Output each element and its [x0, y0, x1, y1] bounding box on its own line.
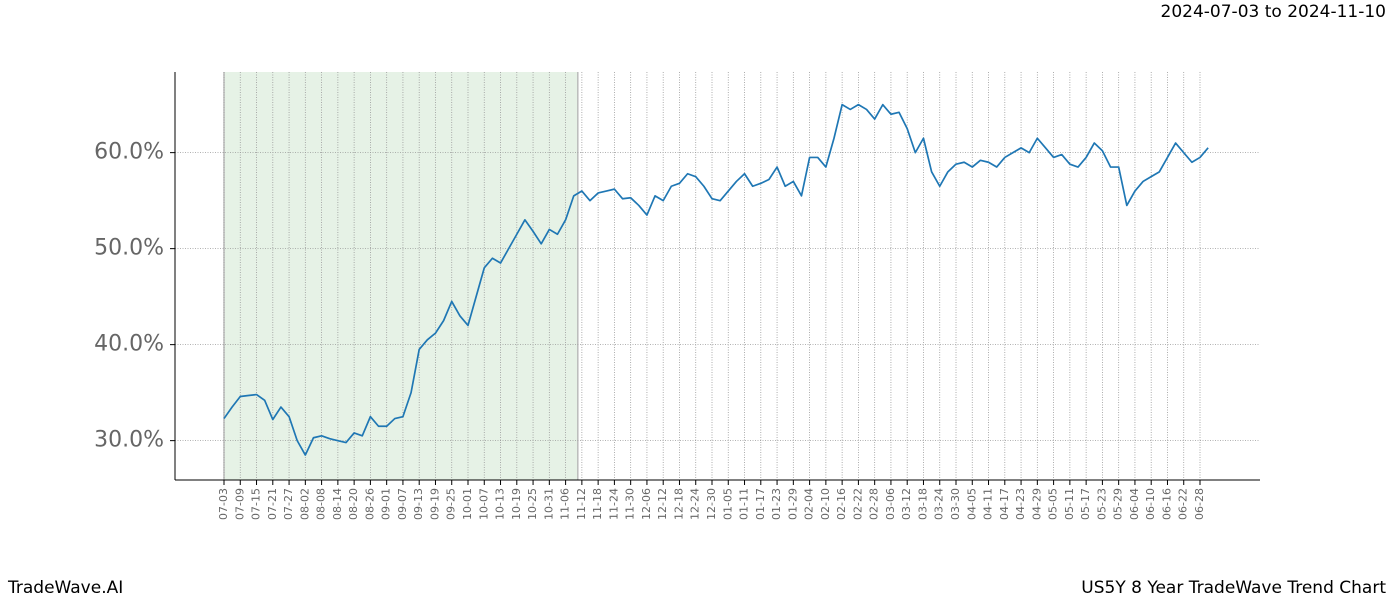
x-tick-label: 10-19	[510, 488, 523, 520]
source: TradeWave.AI	[7, 578, 123, 598]
x-tick-label: 12-12	[656, 488, 669, 520]
x-tick-label: 02-10	[819, 488, 832, 520]
x-tick-label: 06-16	[1160, 488, 1173, 520]
x-tick-label: 08-08	[315, 488, 328, 520]
x-tick-label: 03-12	[900, 488, 913, 520]
x-tick-label: 11-06	[559, 488, 572, 520]
x-tick-label: 04-05	[965, 488, 978, 520]
x-tick-label: 11-24	[607, 488, 620, 520]
x-tick-label: 12-06	[640, 488, 653, 520]
x-tick-label: 01-29	[786, 488, 799, 520]
x-tick-label: 09-25	[445, 488, 458, 520]
x-tick-label: 11-30	[624, 488, 637, 520]
x-tick-label: 04-29	[1030, 488, 1043, 520]
x-tick-label: 12-18	[672, 488, 685, 520]
x-tick-label: 04-23	[1014, 488, 1027, 520]
x-tick-label: 07-27	[282, 488, 295, 520]
x-tick-label: 07-15	[250, 488, 263, 520]
x-tick-label: 08-14	[331, 488, 344, 520]
x-tick-label: 10-13	[494, 488, 507, 520]
x-tick-label: 03-30	[949, 488, 962, 520]
x-tick-label: 08-20	[347, 488, 360, 520]
x-tick-label: 01-05	[721, 488, 734, 520]
x-tick-label: 04-17	[998, 488, 1011, 520]
y-tick-label: 50.0%	[94, 236, 164, 261]
x-tick-label: 09-19	[428, 488, 441, 520]
x-tick-label: 10-07	[477, 488, 490, 520]
x-tick-label: 02-16	[835, 488, 848, 520]
x-tick-label: 06-04	[1128, 488, 1141, 520]
x-tick-label: 07-21	[266, 488, 279, 520]
y-tick-label: 30.0%	[94, 428, 164, 453]
y-tick-label: 60.0%	[94, 140, 164, 165]
line	[223, 103, 1209, 456]
x-tick-label: 05-05	[1047, 488, 1060, 520]
x-tick-label: 02-22	[851, 488, 864, 520]
x-tick-label: 03-18	[916, 488, 929, 520]
y-tick-label: 40.0%	[94, 332, 164, 357]
x-tick-label: 11-18	[591, 488, 604, 520]
x-tick-label: 09-13	[412, 488, 425, 520]
x-tick-label: 01-23	[770, 488, 783, 520]
x-tick-label: 11-12	[575, 488, 588, 520]
x-tick-label: 10-25	[526, 488, 539, 520]
x-tick-label: 09-07	[396, 488, 409, 520]
x-tick-label: 03-06	[884, 488, 897, 520]
date-range: 2024-07-03 to 2024-11-10	[1161, 2, 1386, 22]
x-tick-label: 06-28	[1193, 488, 1206, 520]
x-tick-label: 08-26	[363, 488, 376, 520]
x-tick-label: 12-24	[689, 488, 702, 520]
x-tick-label: 07-09	[233, 488, 246, 520]
x-tick-label: 09-01	[380, 488, 393, 520]
x-tick-label: 05-29	[1112, 488, 1125, 520]
x-tick-label: 07-03	[217, 488, 230, 520]
x-tick-label: 01-11	[738, 488, 751, 520]
x-tick-label: 02-04	[803, 488, 816, 520]
x-tick-label: 02-28	[868, 488, 881, 520]
x-tick-label: 05-23	[1095, 488, 1108, 520]
shaded-span	[224, 72, 578, 480]
x-tick-label: 06-10	[1144, 488, 1157, 520]
x-tick-label: 03-24	[933, 488, 946, 520]
x-tick-label: 01-17	[754, 488, 767, 520]
x-tick-label: 04-11	[982, 488, 995, 520]
x-tick-label: 10-31	[542, 488, 555, 520]
x-tick-label: 05-11	[1063, 488, 1076, 520]
x-tick-label: 10-01	[461, 488, 474, 520]
x-tick-label: 12-30	[705, 488, 718, 520]
x-tick-label: 08-02	[298, 488, 311, 520]
chart-title: US5Y 8 Year TradeWave Trend Chart	[1081, 578, 1386, 598]
x-tick-label: 05-17	[1079, 488, 1092, 520]
x-tick-label: 06-22	[1177, 488, 1190, 520]
